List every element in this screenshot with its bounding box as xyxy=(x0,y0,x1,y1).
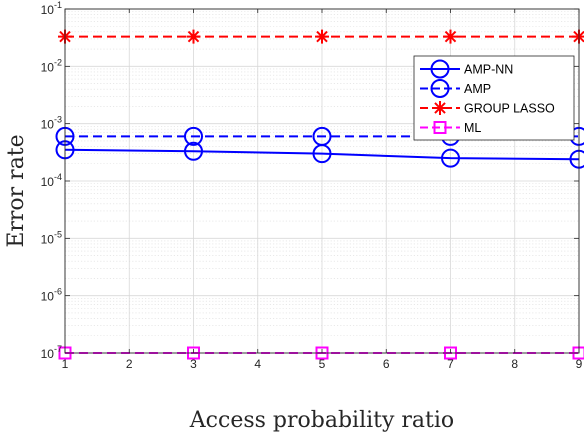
x-tick-label: 9 xyxy=(576,357,583,371)
data-point-amp-nn xyxy=(441,148,460,168)
asterisk-stroke xyxy=(316,30,328,43)
x-tick-label: 7 xyxy=(447,357,454,371)
x-tick-label: 4 xyxy=(254,357,261,371)
y-tick-label: 10-3 xyxy=(41,115,62,132)
data-point-amp-nn xyxy=(184,141,203,161)
legend-marker-ml xyxy=(433,121,447,134)
y-tick-label: 10-5 xyxy=(41,229,62,246)
y-tick-label: 10-7 xyxy=(41,344,62,361)
data-point-group-lasso xyxy=(443,29,458,44)
legend-label-ml: ML xyxy=(464,121,481,135)
y-axis-title: Error rate xyxy=(4,134,29,247)
x-tick-label: 8 xyxy=(511,357,518,371)
x-tick-label: 2 xyxy=(126,357,133,371)
axes: 1 2 3 4 5 6 7 8 9 10-7 10-6 10-5 10-4 10-3 10-2 10-1 xyxy=(41,0,583,371)
y-tick-label: 10-4 xyxy=(41,172,62,189)
legend-label-group-lasso: GROUP LASSO xyxy=(464,102,555,116)
asterisk-stroke xyxy=(444,30,457,43)
data-point-amp xyxy=(312,126,332,146)
data-point-amp xyxy=(184,126,203,146)
x-tick-label: 6 xyxy=(383,357,390,371)
legend-label-amp-nn: AMP-NN xyxy=(464,63,513,77)
legend-marker-group-lasso xyxy=(433,101,447,115)
x-axis-title: Access probability ratio xyxy=(189,408,454,433)
legend-marker-amp-nn xyxy=(430,59,450,79)
y-tick-label: 10-2 xyxy=(41,57,62,74)
series-line-amp-nn xyxy=(64,148,580,161)
data-point-group-lasso xyxy=(186,29,201,44)
x-tick-label: 5 xyxy=(319,357,326,371)
y-tick-label: 10-1 xyxy=(41,0,62,17)
x-tick-label: 1 xyxy=(62,357,69,371)
legend-marker-amp xyxy=(430,79,450,98)
legend-label-amp: AMP xyxy=(464,82,491,96)
data-point-group-lasso xyxy=(315,29,329,44)
y-tick-label: 10-6 xyxy=(41,287,62,304)
asterisk-stroke xyxy=(434,102,446,114)
legend: AMP-NN AMP GROUP LASSO ML xyxy=(413,55,575,141)
asterisk-stroke xyxy=(187,30,200,43)
x-tick-label: 3 xyxy=(190,357,197,371)
